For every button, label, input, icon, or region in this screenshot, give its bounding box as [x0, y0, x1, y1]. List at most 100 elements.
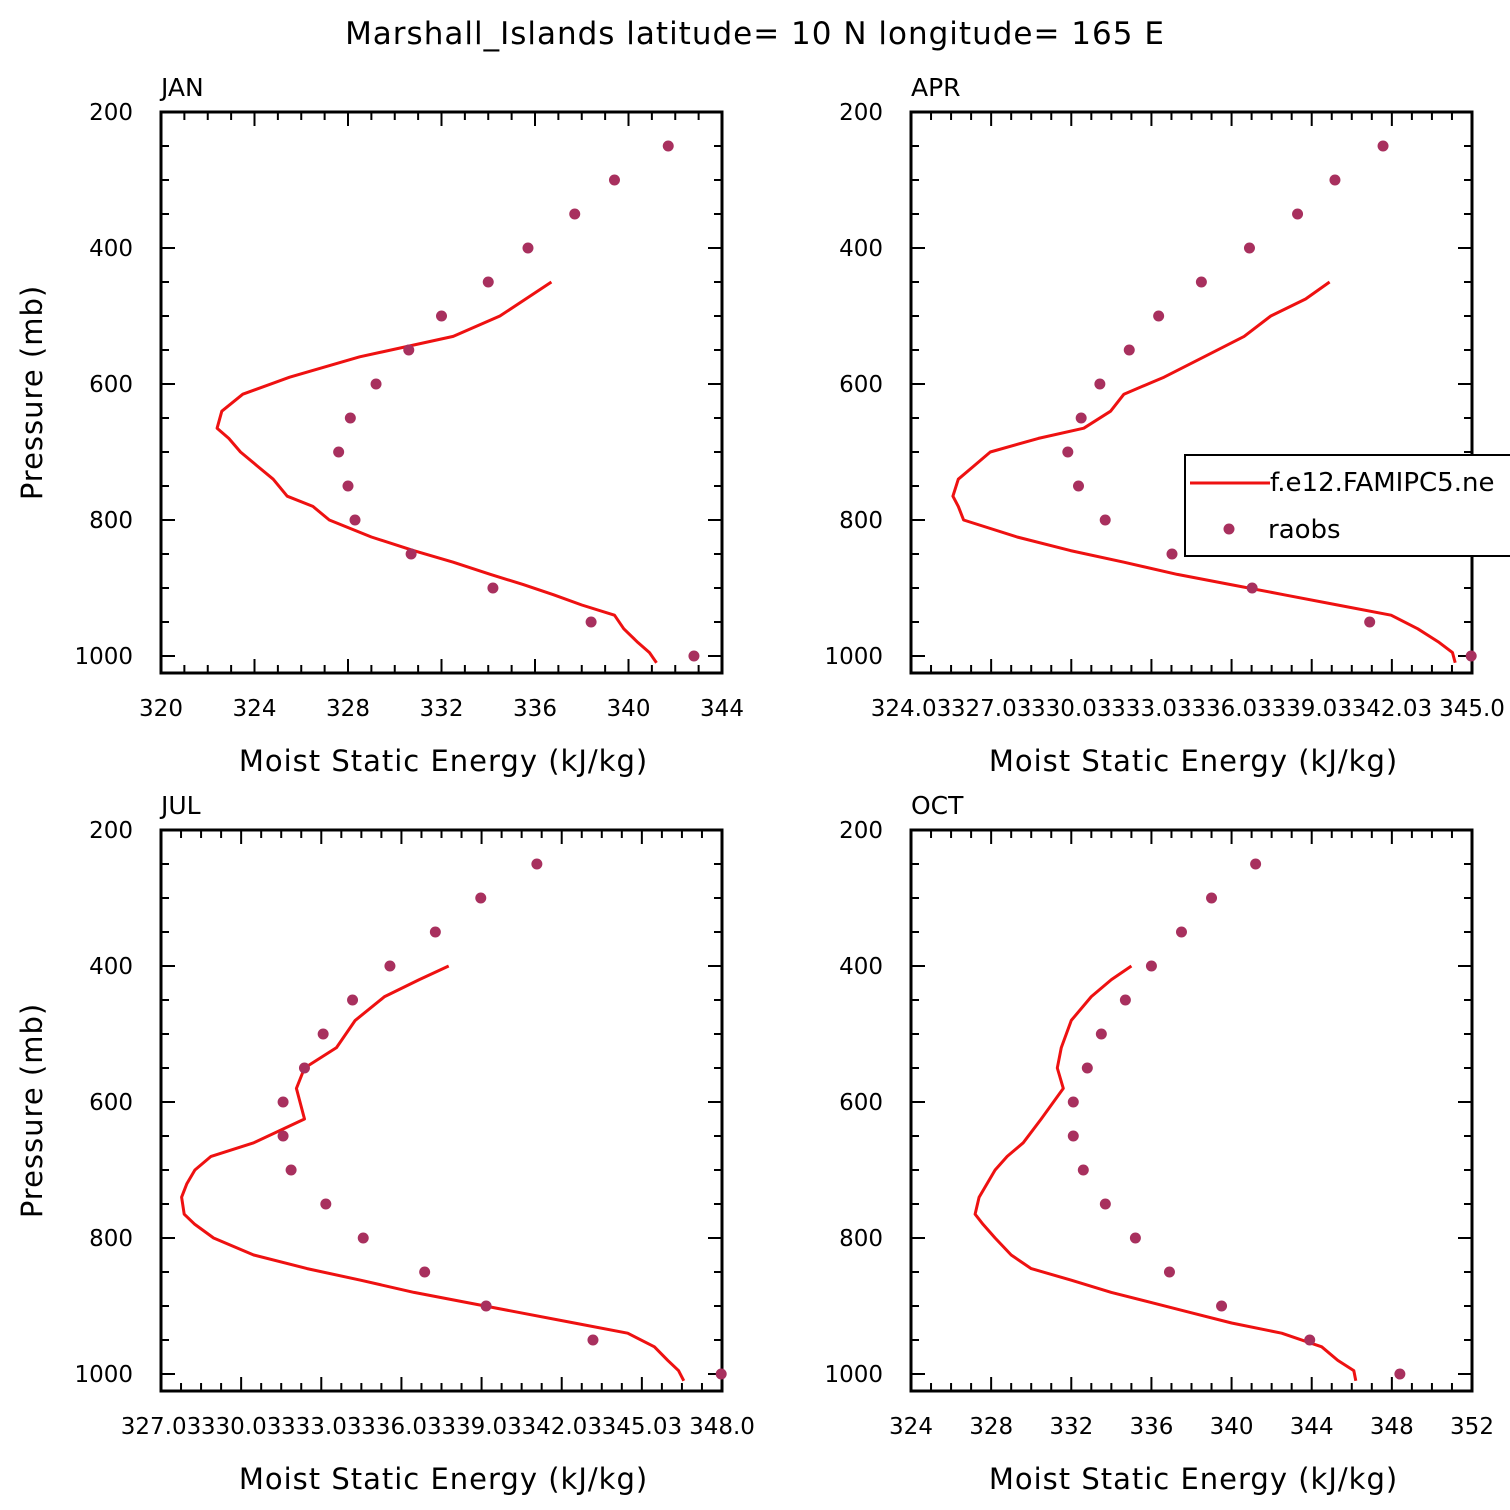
y-tick-label: 1000: [824, 1362, 883, 1388]
x-tick-label: 333.03: [1111, 696, 1191, 722]
x-tick-label: 324: [233, 696, 277, 722]
legend-box: [1184, 454, 1510, 557]
y-tick-label: 1000: [824, 644, 883, 670]
x-tick-label: 332: [420, 696, 464, 722]
plot-frame: [909, 110, 1474, 675]
y-tick-label: 1000: [74, 644, 133, 670]
raobs-point: [349, 514, 361, 526]
y-axis-label: Pressure (mb): [15, 285, 49, 500]
y-axis-label: Pressure (mb): [15, 1003, 49, 1218]
y-tick-label: 600: [89, 1090, 133, 1116]
x-tick-label: 340: [607, 696, 651, 722]
raobs-point: [1123, 344, 1135, 356]
legend-marker-swatch: [1223, 523, 1235, 535]
x-tick-label: 339.03: [441, 1414, 521, 1440]
raobs-point: [277, 1096, 289, 1108]
x-tick-label: 339.03: [1271, 696, 1351, 722]
y-tick-label: 800: [839, 508, 883, 534]
raobs-point: [384, 960, 396, 972]
raobs-point: [333, 446, 345, 458]
y-tick-label: 600: [839, 1090, 883, 1116]
raobs-point: [405, 548, 417, 560]
raobs-point: [608, 174, 620, 186]
raobs-point: [587, 1334, 599, 1346]
x-tick-label: 348.0: [689, 1414, 755, 1440]
raobs-point: [522, 242, 534, 254]
x-tick-label: 320: [139, 696, 183, 722]
raobs-point: [1067, 1096, 1079, 1108]
y-tick-label: 400: [839, 236, 883, 262]
series-line-model: [180, 964, 686, 1382]
y-tick-label: 800: [89, 508, 133, 534]
raobs-point: [320, 1198, 332, 1210]
y-tick-label: 200: [89, 100, 133, 126]
panel-jan: JAN 320 324 328 332 336 340 344 200 400 600 800 1000…: [15, 73, 744, 778]
raobs-point: [1077, 1164, 1089, 1176]
raobs-point: [1119, 994, 1131, 1006]
raobs-point: [1166, 548, 1178, 560]
raobs-point: [569, 208, 581, 220]
raobs-point: [1075, 412, 1087, 424]
panel-title: APR: [911, 73, 961, 102]
raobs-point: [1094, 378, 1106, 390]
raobs-point: [531, 858, 543, 870]
raobs-point: [1163, 1266, 1175, 1278]
y-tick-label: 400: [89, 954, 133, 980]
x-tick-label: 336: [1129, 1414, 1173, 1440]
raobs-point: [1292, 208, 1304, 220]
raobs-point: [1465, 650, 1477, 662]
raobs-point: [403, 344, 415, 356]
raobs-point: [482, 276, 494, 288]
raobs-point: [480, 1300, 492, 1312]
y-tick-label: 200: [89, 818, 133, 844]
x-tick-label: 330.03: [1031, 696, 1111, 722]
x-tick-label: 333.03: [281, 1414, 361, 1440]
y-tick-label: 800: [839, 1226, 883, 1252]
y-tick-label: 400: [839, 954, 883, 980]
x-tick-label: 327.03: [121, 1414, 201, 1440]
raobs-point: [1067, 1130, 1079, 1142]
raobs-point: [1081, 1062, 1093, 1074]
x-tick-label: 348: [1370, 1414, 1414, 1440]
x-tick-label: 336: [513, 696, 557, 722]
y-tick-label: 200: [839, 818, 883, 844]
x-tick-label: 344: [700, 696, 744, 722]
x-axis-label: Moist Static Energy (kJ/kg): [239, 744, 648, 778]
raobs-point: [347, 994, 359, 1006]
x-tick-label: 332: [1049, 1414, 1093, 1440]
raobs-point: [1129, 1232, 1141, 1244]
raobs-point: [277, 1130, 289, 1142]
x-tick-label: 344: [1290, 1414, 1334, 1440]
legend: f.e12.FAMIPC5.ne raobs: [1184, 454, 1510, 557]
x-tick-label: 342.03: [521, 1414, 601, 1440]
y-tick-label: 600: [839, 372, 883, 398]
raobs-point: [285, 1164, 297, 1176]
x-tick-label: 336.03: [1191, 696, 1271, 722]
raobs-point: [1145, 960, 1157, 972]
series-line-model: [215, 280, 658, 664]
legend-label-model: f.e12.FAMIPC5.ne: [1270, 468, 1494, 498]
panel-title: OCT: [911, 791, 964, 820]
x-axis-label: Moist Static Energy (kJ/kg): [989, 1462, 1398, 1496]
raobs-point: [1099, 1198, 1111, 1210]
x-tick-label: 328: [326, 696, 370, 722]
raobs-point: [1153, 310, 1165, 322]
raobs-point: [1175, 926, 1187, 938]
y-tick-label: 200: [839, 100, 883, 126]
x-tick-label: 327.03: [951, 696, 1031, 722]
y-tick-label: 1000: [74, 1362, 133, 1388]
x-tick-label: 345.0: [1439, 696, 1505, 722]
raobs-point: [585, 616, 597, 628]
raobs-point: [475, 892, 487, 904]
y-tick-label: 400: [89, 236, 133, 262]
raobs-point: [1246, 582, 1258, 594]
legend-label-raobs: raobs: [1268, 515, 1341, 545]
x-tick-label: 345.03: [602, 1414, 682, 1440]
panel-title: JUL: [159, 791, 201, 820]
raobs-point: [357, 1232, 369, 1244]
raobs-point: [317, 1028, 329, 1040]
raobs-point: [1243, 242, 1255, 254]
raobs-point: [436, 310, 447, 322]
